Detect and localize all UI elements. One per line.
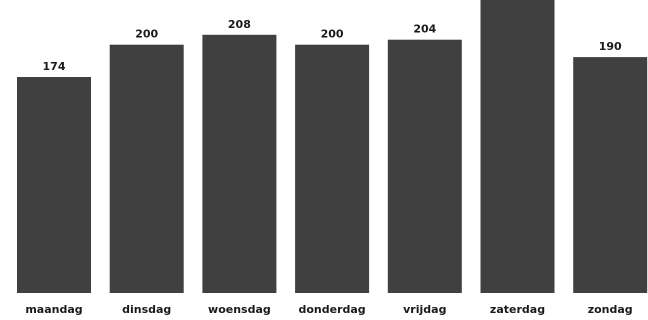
category-label-zondag: zondag bbox=[588, 303, 633, 316]
category-label-vrijdag: vrijdag bbox=[403, 303, 446, 316]
value-labels-group: 174 200 208 200 204 190 bbox=[43, 18, 623, 73]
value-label-zondag: 190 bbox=[599, 40, 622, 53]
bar-vrijdag bbox=[387, 39, 462, 294]
bar-donderdag bbox=[295, 44, 370, 294]
bars-group bbox=[17, 0, 648, 294]
category-label-dinsdag: dinsdag bbox=[122, 303, 171, 316]
category-label-zaterdag: zaterdag bbox=[490, 303, 545, 316]
value-label-maandag: 174 bbox=[43, 60, 66, 73]
category-label-woensdag: woensdag bbox=[208, 303, 271, 316]
value-label-dinsdag: 200 bbox=[135, 28, 158, 41]
value-label-woensdag: 208 bbox=[228, 18, 251, 31]
bar-woensdag bbox=[202, 34, 277, 294]
bar-maandag bbox=[17, 77, 91, 293]
value-label-vrijdag: 204 bbox=[413, 23, 436, 36]
bar-zaterdag bbox=[480, 0, 555, 293]
category-label-donderdag: donderdag bbox=[298, 303, 365, 316]
value-label-donderdag: 200 bbox=[321, 28, 344, 41]
bar-dinsdag bbox=[109, 44, 184, 294]
bar-zondag bbox=[573, 57, 648, 293]
category-label-maandag: maandag bbox=[25, 303, 82, 316]
category-labels-group: maandag dinsdag woensdag donderdag vrijdag za… bbox=[25, 303, 632, 316]
